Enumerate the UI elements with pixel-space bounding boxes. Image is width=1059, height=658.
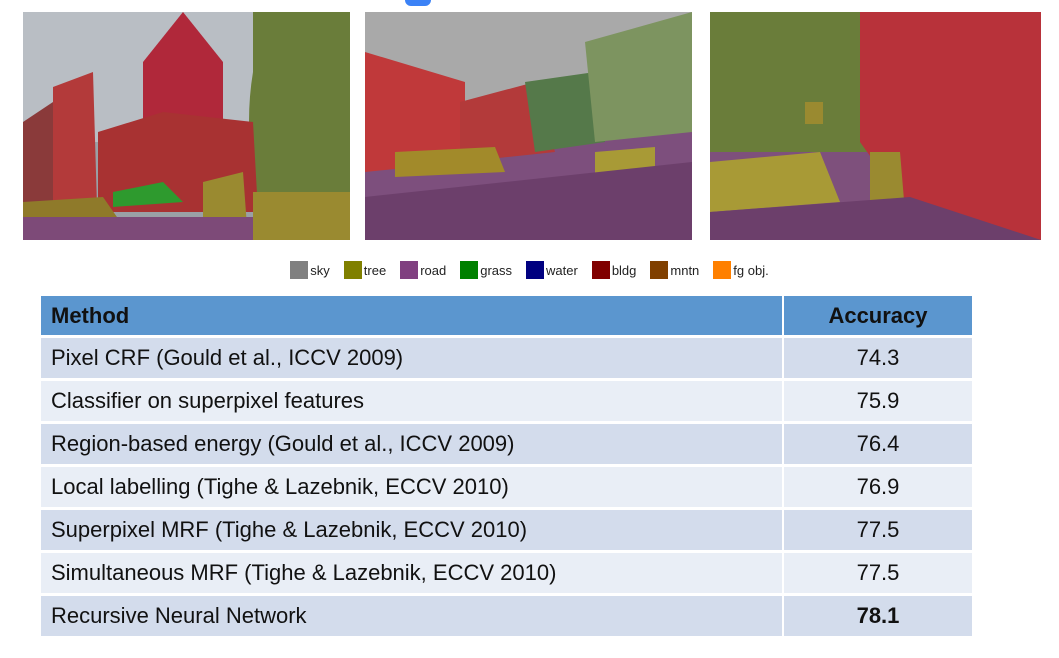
table-row: Local labelling (Tighe & Lazebnik, ECCV …: [41, 467, 972, 507]
legend-item-road: road: [400, 261, 446, 279]
legend-item-fg-obj: fg obj.: [713, 261, 769, 279]
segmentation-image-sidewalk: [710, 12, 1041, 240]
table-row: Classifier on superpixel features 75.9: [41, 381, 972, 421]
table-header-row: Method Accuracy: [41, 296, 972, 335]
method-cell: Recursive Neural Network: [41, 596, 782, 636]
accuracy-cell: 74.3: [784, 338, 972, 378]
accuracy-cell: 77.5: [784, 553, 972, 593]
accuracy-cell: 76.4: [784, 424, 972, 464]
table-row: Simultaneous MRF (Tighe & Lazebnik, ECCV…: [41, 553, 972, 593]
header-accuracy: Accuracy: [784, 296, 972, 335]
legend-swatch: [650, 261, 669, 279]
accuracy-cell: 77.5: [784, 510, 972, 550]
method-cell: Classifier on superpixel features: [41, 381, 782, 421]
method-cell: Pixel CRF (Gould et al., ICCV 2009): [41, 338, 782, 378]
legend-item-sky: sky: [290, 261, 330, 279]
method-cell: Superpixel MRF (Tighe & Lazebnik, ECCV 2…: [41, 510, 782, 550]
table-row: Superpixel MRF (Tighe & Lazebnik, ECCV 2…: [41, 510, 972, 550]
legend-item-mntn: mntn: [650, 261, 699, 279]
legend-swatch: [290, 261, 309, 279]
table-row: Region-based energy (Gould et al., ICCV …: [41, 424, 972, 464]
legend-label: tree: [363, 262, 387, 278]
legend-label: fg obj.: [733, 262, 769, 278]
accuracy-cell: 78.1: [784, 596, 972, 636]
legend: sky tree road grass water bldg mntn fg o…: [0, 260, 1059, 280]
legend-item-bldg: bldg: [591, 261, 637, 279]
segmentation-images: [23, 12, 1041, 240]
legend-swatch: [713, 261, 732, 279]
table-row: Recursive Neural Network 78.1: [41, 596, 972, 636]
legend-label: water: [546, 262, 578, 278]
legend-swatch: [526, 261, 545, 279]
method-cell: Region-based energy (Gould et al., ICCV …: [41, 424, 782, 464]
legend-swatch: [591, 261, 610, 279]
legend-swatch: [400, 261, 419, 279]
legend-swatch: [460, 261, 479, 279]
legend-swatch: [343, 261, 362, 279]
accuracy-cell: 75.9: [784, 381, 972, 421]
top-tab-marker: [405, 0, 431, 6]
legend-label: bldg: [611, 262, 637, 278]
segmentation-image-church: [23, 12, 350, 240]
legend-label: sky: [310, 262, 330, 278]
legend-label: mntn: [670, 262, 700, 278]
results-table: Method Accuracy Pixel CRF (Gould et al.,…: [41, 293, 972, 639]
method-cell: Local labelling (Tighe & Lazebnik, ECCV …: [41, 467, 782, 507]
legend-label: grass: [480, 262, 513, 278]
legend-item-water: water: [526, 261, 578, 279]
legend-item-grass: grass: [460, 261, 512, 279]
table-row: Pixel CRF (Gould et al., ICCV 2009) 74.3: [41, 338, 972, 378]
legend-item-tree: tree: [343, 261, 387, 279]
accuracy-cell: 76.9: [784, 467, 972, 507]
method-cell: Simultaneous MRF (Tighe & Lazebnik, ECCV…: [41, 553, 782, 593]
header-method: Method: [41, 296, 782, 335]
segmentation-image-street: [365, 12, 692, 240]
legend-label: road: [420, 262, 447, 278]
